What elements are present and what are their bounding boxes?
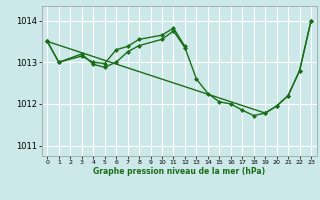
- X-axis label: Graphe pression niveau de la mer (hPa): Graphe pression niveau de la mer (hPa): [93, 167, 265, 176]
